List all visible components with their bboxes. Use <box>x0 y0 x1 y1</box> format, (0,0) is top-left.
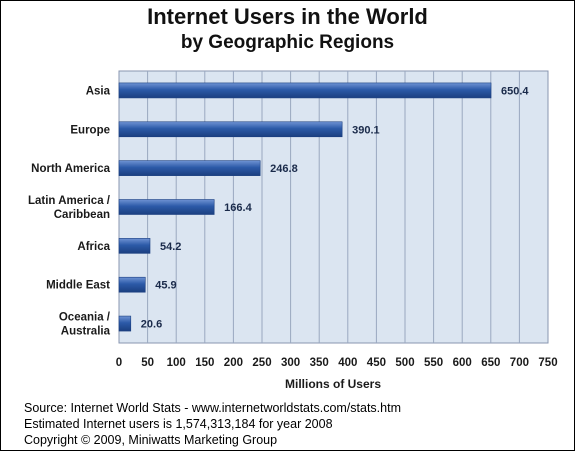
category-labels: Asia Europe North America Latin America / Ca… <box>28 85 111 337</box>
x-tick-label: 350 <box>310 357 329 369</box>
footer-estimate: Estimated Internet users is 1,574,313,18… <box>24 417 333 431</box>
category-label: Asia <box>86 85 111 97</box>
data-label: 390.1 <box>352 124 380 136</box>
x-tick-label: 150 <box>195 357 214 369</box>
bar <box>118 276 146 293</box>
footer-source: Source: Internet World Stats - www.inter… <box>24 401 401 415</box>
x-tick-label: 700 <box>510 357 529 369</box>
x-tick-label: 550 <box>424 357 443 369</box>
bar <box>118 315 132 332</box>
data-label: 246.8 <box>270 163 298 175</box>
x-tick-label: 400 <box>338 357 357 369</box>
data-label: 54.2 <box>160 241 181 253</box>
bar <box>118 82 492 99</box>
data-label: 166.4 <box>224 202 252 214</box>
bar <box>118 160 261 176</box>
data-label: 45.9 <box>155 280 176 292</box>
chart-subtitle: by Geographic Regions <box>180 32 395 53</box>
x-tick-label: 750 <box>538 357 557 369</box>
category-label: Europe <box>70 124 110 136</box>
bar <box>118 121 343 138</box>
x-tick-label: 300 <box>281 357 300 369</box>
x-tick-label: 500 <box>395 357 414 369</box>
category-label: Africa <box>77 241 110 253</box>
x-tick-label: 50 <box>141 357 154 369</box>
x-tick-label: 250 <box>252 357 271 369</box>
x-tick-labels: 0 50 100 150 200 250 300 350 400 450 500 550 600 650 7… <box>116 357 558 369</box>
category-label: Latin America / Caribbean <box>28 195 111 221</box>
x-tick-label: 0 <box>116 357 122 369</box>
category-label: Oceania / Australia <box>59 312 111 338</box>
chart-title: Internet Users in the World <box>147 4 428 29</box>
footer-copyright: Copyright © 2009, Miniwatts Marketing Gr… <box>24 433 278 447</box>
x-tick-label: 600 <box>453 357 472 369</box>
bar <box>118 238 151 254</box>
x-axis-label: Millions of Users <box>285 377 381 391</box>
bars: 650.4 390.1 246.8 166.4 54.2 45.9 20.6 <box>118 82 529 332</box>
x-tick-label: 100 <box>167 357 186 369</box>
category-label: North America <box>31 163 110 175</box>
x-tick-label: 200 <box>224 357 243 369</box>
category-label: Middle East <box>46 280 110 292</box>
x-tick-label: 450 <box>367 357 386 369</box>
data-label: 20.6 <box>141 319 162 331</box>
bar <box>118 199 215 215</box>
data-label: 650.4 <box>501 85 529 97</box>
x-tick-label: 650 <box>481 357 500 369</box>
